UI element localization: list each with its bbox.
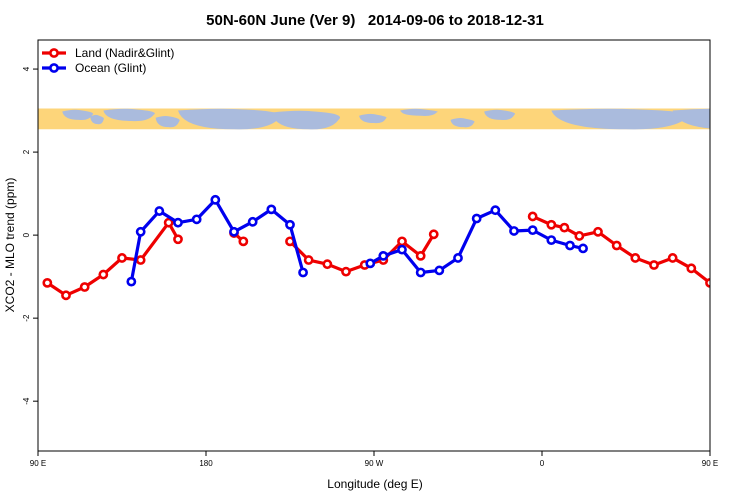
data-point <box>341 266 351 277</box>
data-point <box>191 214 202 225</box>
data-point <box>173 217 183 228</box>
data-point <box>378 250 389 261</box>
data-point <box>453 253 463 263</box>
data-point <box>667 253 678 263</box>
legend-label: Land (Nadir&Glint) <box>75 46 174 60</box>
legend: Land (Nadir&Glint)Ocean (Glint) <box>42 46 174 75</box>
series-land <box>42 211 750 301</box>
x-tick-label: 0 <box>540 459 545 468</box>
x-tick-label: 90 E <box>702 459 718 468</box>
map-landmass <box>359 113 387 124</box>
legend-label: Ocean (Glint) <box>75 61 146 75</box>
series-ocean <box>126 194 588 287</box>
y-tick-label: -4 <box>22 397 31 405</box>
data-point <box>574 231 585 241</box>
data-point <box>135 255 146 265</box>
y-tick-label: 0 <box>22 232 31 237</box>
data-point <box>649 260 659 270</box>
map-landmass <box>551 108 689 130</box>
data-point <box>210 194 221 205</box>
data-point <box>365 258 376 269</box>
map-landmass <box>450 118 475 128</box>
data-point <box>705 277 710 288</box>
data-point <box>415 250 426 261</box>
data-point <box>61 290 71 301</box>
data-point <box>229 226 239 237</box>
data-point <box>247 216 258 227</box>
data-point <box>303 255 314 265</box>
data-point <box>471 213 482 224</box>
data-point <box>565 240 575 251</box>
data-point <box>578 243 588 254</box>
data-point <box>117 253 127 263</box>
data-point <box>546 235 557 246</box>
map-landmass <box>62 109 94 121</box>
map-landmass <box>155 115 180 128</box>
map-landmass <box>400 108 438 116</box>
data-point <box>135 226 146 237</box>
map-landmass <box>103 108 155 122</box>
y-tick-label: 4 <box>22 66 31 71</box>
data-point <box>527 211 538 222</box>
data-point <box>79 282 90 292</box>
data-point <box>434 265 445 276</box>
data-point <box>285 219 295 230</box>
x-axis: 90 E 180 90 W 0 90 E <box>30 451 718 468</box>
series-line <box>46 221 180 297</box>
chart-title: 50N-60N June (Ver 9) 2014-09-06 to 2018-… <box>206 12 544 29</box>
data-point <box>42 277 53 288</box>
x-axis-label: Longitude (deg E) <box>327 477 422 491</box>
data-point <box>490 205 501 216</box>
data-point <box>546 219 557 230</box>
map-landmass <box>672 108 710 129</box>
data-point <box>509 226 519 236</box>
data-point <box>397 236 407 247</box>
data-point <box>630 253 641 263</box>
data-point <box>428 229 439 240</box>
x-tick-label: 90 W <box>365 459 384 468</box>
y-axis: -4 -2 0 2 4 <box>22 66 38 405</box>
data-point <box>744 283 750 290</box>
map-landmass <box>484 109 516 121</box>
data-point <box>397 244 407 255</box>
legend-marker <box>49 63 59 73</box>
data-point <box>559 222 570 233</box>
x-tick-label: 180 <box>199 459 213 468</box>
data-point <box>126 276 137 287</box>
map-landmass <box>90 114 105 125</box>
data-point <box>266 204 277 215</box>
y-tick-label: 2 <box>22 149 31 154</box>
data-point <box>298 267 308 278</box>
y-axis-label: XCO2 - MLO trend (ppm) <box>3 178 17 313</box>
data-point <box>163 217 174 228</box>
legend-marker <box>49 48 59 58</box>
data-point <box>322 259 333 270</box>
x-tick-label: 90 E <box>30 459 46 468</box>
data-point <box>98 269 109 280</box>
map-landmass <box>178 108 282 130</box>
data-point <box>527 225 538 236</box>
data-point <box>173 234 183 245</box>
data-point <box>593 226 603 237</box>
data-point <box>154 206 165 216</box>
data-point <box>686 263 697 274</box>
data-point <box>238 236 249 247</box>
series-layer <box>42 194 750 301</box>
map-landmass <box>271 110 341 130</box>
data-point <box>725 292 732 299</box>
y-tick-label: -2 <box>22 314 31 322</box>
data-point <box>415 267 426 278</box>
data-point <box>611 240 622 251</box>
world-map-band <box>38 108 710 130</box>
